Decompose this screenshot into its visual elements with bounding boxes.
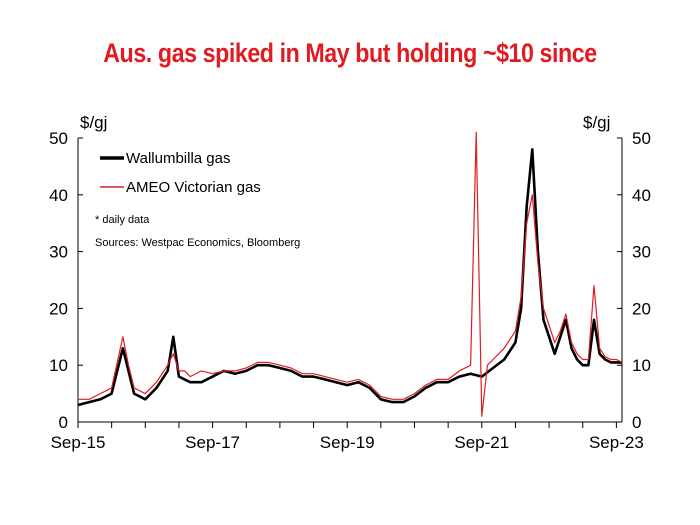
series-line-wallumbilla <box>77 148 622 407</box>
x-tick-label: Sep-17 <box>185 433 240 452</box>
y-axis-label-right: $/gj <box>583 113 610 132</box>
x-tick-label: Sep-21 <box>454 433 509 452</box>
legend-label: Wallumbilla gas <box>126 150 230 167</box>
y-tick-label-right: 50 <box>632 129 651 148</box>
y-tick-label-left: 10 <box>49 356 68 375</box>
y-tick-label-right: 0 <box>632 413 641 432</box>
chart-title: Aus. gas spiked in May but holding ~$10 … <box>103 38 597 68</box>
y-tick-label-left: 40 <box>49 186 68 205</box>
y-tick-label-left: 20 <box>49 299 68 318</box>
y-axis-label-left: $/gj <box>80 113 107 132</box>
y-tick-label-left: 0 <box>59 413 68 432</box>
footnote-sources: Sources: Westpac Economics, Bloomberg <box>95 237 300 249</box>
footnote-daily: * daily data <box>95 214 150 226</box>
legend-label: AMEO Victorian gas <box>126 179 261 196</box>
x-tick-label: Sep-15 <box>51 433 106 452</box>
plot-area <box>77 131 623 417</box>
y-tick-label-right: 20 <box>632 299 651 318</box>
y-tick-label-left: 50 <box>49 129 68 148</box>
y-tick-label-right: 10 <box>632 356 651 375</box>
y-tick-label-right: 30 <box>632 243 651 262</box>
y-tick-label-right: 40 <box>632 186 651 205</box>
x-tick-label: Sep-23 <box>589 433 644 452</box>
legend: Wallumbilla gas AMEO Victorian gas <box>100 150 261 196</box>
x-tick-label: Sep-19 <box>320 433 375 452</box>
chart-axes: 0 0 10 10 20 20 30 30 40 40 50 50 Sep-15 Sep-17 Sep-19… <box>49 129 651 452</box>
y-tick-label-left: 30 <box>49 243 68 262</box>
series-line-ameo <box>78 131 623 417</box>
